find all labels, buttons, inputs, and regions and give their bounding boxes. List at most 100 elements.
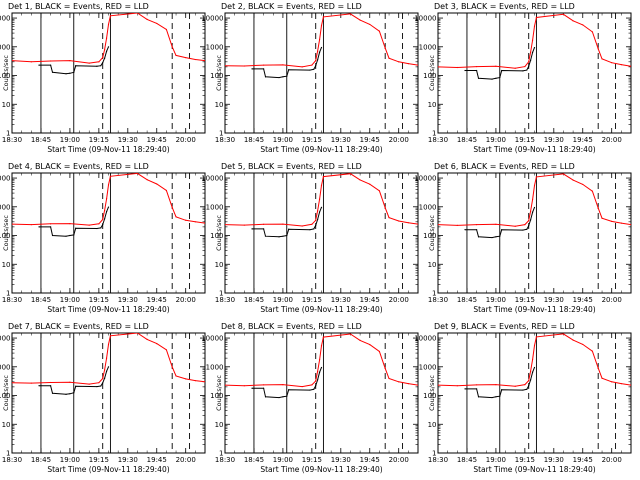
lld-point [317,370,319,373]
y-tick-label: 1 [432,130,436,138]
x-tick-label: 18:30 [215,296,235,304]
lld-point [531,358,534,361]
lld-point [225,384,226,386]
events-point [286,75,288,77]
lld-point [263,223,265,225]
lld-point [30,224,32,226]
lld-point [417,64,418,66]
events-point [501,69,503,72]
events-point [104,218,106,220]
series-lld-line [12,173,205,226]
series-lld-line [12,333,205,385]
x-tick-label: 19:45 [573,456,593,464]
events-point [50,385,52,387]
y-tick-label: 10 [215,421,224,429]
y-axis-label: Counts/sec [428,215,436,251]
events-point [69,72,71,74]
lld-point [69,381,71,383]
events-point [522,70,524,72]
lld-point [311,384,313,386]
lld-point [102,218,104,221]
events-point [105,211,108,213]
y-tick-label: 1000 [206,203,224,211]
plot-area [225,13,418,133]
events-point [309,229,311,231]
y-tick-label: 1000 [419,203,437,211]
y-axis-label: Counts/sec [215,215,223,251]
x-tick-label: 18:30 [2,296,22,304]
events-point [476,388,478,390]
events-point [278,76,280,79]
x-axis-label: Start Time (09-Nov-11 18:29:40) [260,145,382,154]
x-tick-label: 19:45 [573,136,593,144]
lld-point [301,225,303,227]
events-point [96,227,98,230]
lld-point [398,381,400,383]
y-tick-label: 1000 [0,203,11,211]
lld-point [438,66,439,68]
y-tick-label: 1 [6,450,10,458]
x-tick-label: 18:45 [31,296,51,304]
lld-point [320,24,323,27]
lld-point [146,18,148,20]
x-tick-label: 18:45 [31,456,51,464]
y-tick-label: 100 [0,72,11,80]
x-tick-label: 18:30 [215,456,235,464]
lld-point [225,65,226,67]
lld-point [524,65,526,68]
x-axis-label: Start Time (09-Nov-11 18:29:40) [473,145,595,154]
lld-point [528,61,530,63]
lld-point [611,220,613,223]
lld-point [69,223,71,225]
y-tick-label: 10000 [201,15,223,23]
lld-point [456,224,458,227]
lld-point [194,58,196,61]
events-point [263,68,265,70]
events-point [477,77,480,79]
events-point [313,228,315,230]
lld-point [204,222,205,224]
lld-point [98,223,100,225]
lld-point [417,384,418,386]
lld-point [528,220,530,222]
panel-det-9: Det 9, BLACK = Events, RED = LLD Counts/s… [414,322,632,474]
lld-point [171,46,173,48]
events-point [264,76,267,78]
lld-point [320,345,323,347]
events-point [288,389,290,391]
lld-point [349,333,352,335]
events-point [282,235,284,237]
lld-point [175,54,177,57]
lld-point [263,64,265,66]
events-point [51,234,54,237]
lld-point [175,216,177,218]
events-point [464,69,466,72]
events-point [313,68,315,70]
events-point [105,370,108,372]
panel-det-7: Det 7, BLACK = Events, RED = LLD Counts/s… [0,322,206,474]
events-point [100,385,102,387]
x-tick-label: 18:45 [244,136,264,144]
lld-point [562,173,565,175]
lld-point [620,64,622,66]
lld-point [384,367,386,369]
lld-point [514,385,516,387]
lld-point [322,16,325,18]
events-point [104,377,106,379]
lld-point [315,380,317,382]
series-lld-line [225,173,418,227]
y-tick-label: 10 [428,101,437,109]
x-tick-label: 18:45 [457,456,477,464]
lld-point [171,366,173,368]
events-point [38,226,40,228]
lld-point [582,24,584,26]
events-point [50,64,52,66]
x-tick-label: 18:45 [31,136,51,144]
x-tick-label: 19:15 [515,136,535,144]
x-tick-label: 19:00 [486,136,506,144]
y-axis-label: Counts/sec [215,55,223,91]
lld-point [456,66,458,69]
lld-point [495,65,497,67]
panel-title: Det 5, BLACK = Events, RED = LLD [221,162,362,171]
lld-point [322,336,325,338]
